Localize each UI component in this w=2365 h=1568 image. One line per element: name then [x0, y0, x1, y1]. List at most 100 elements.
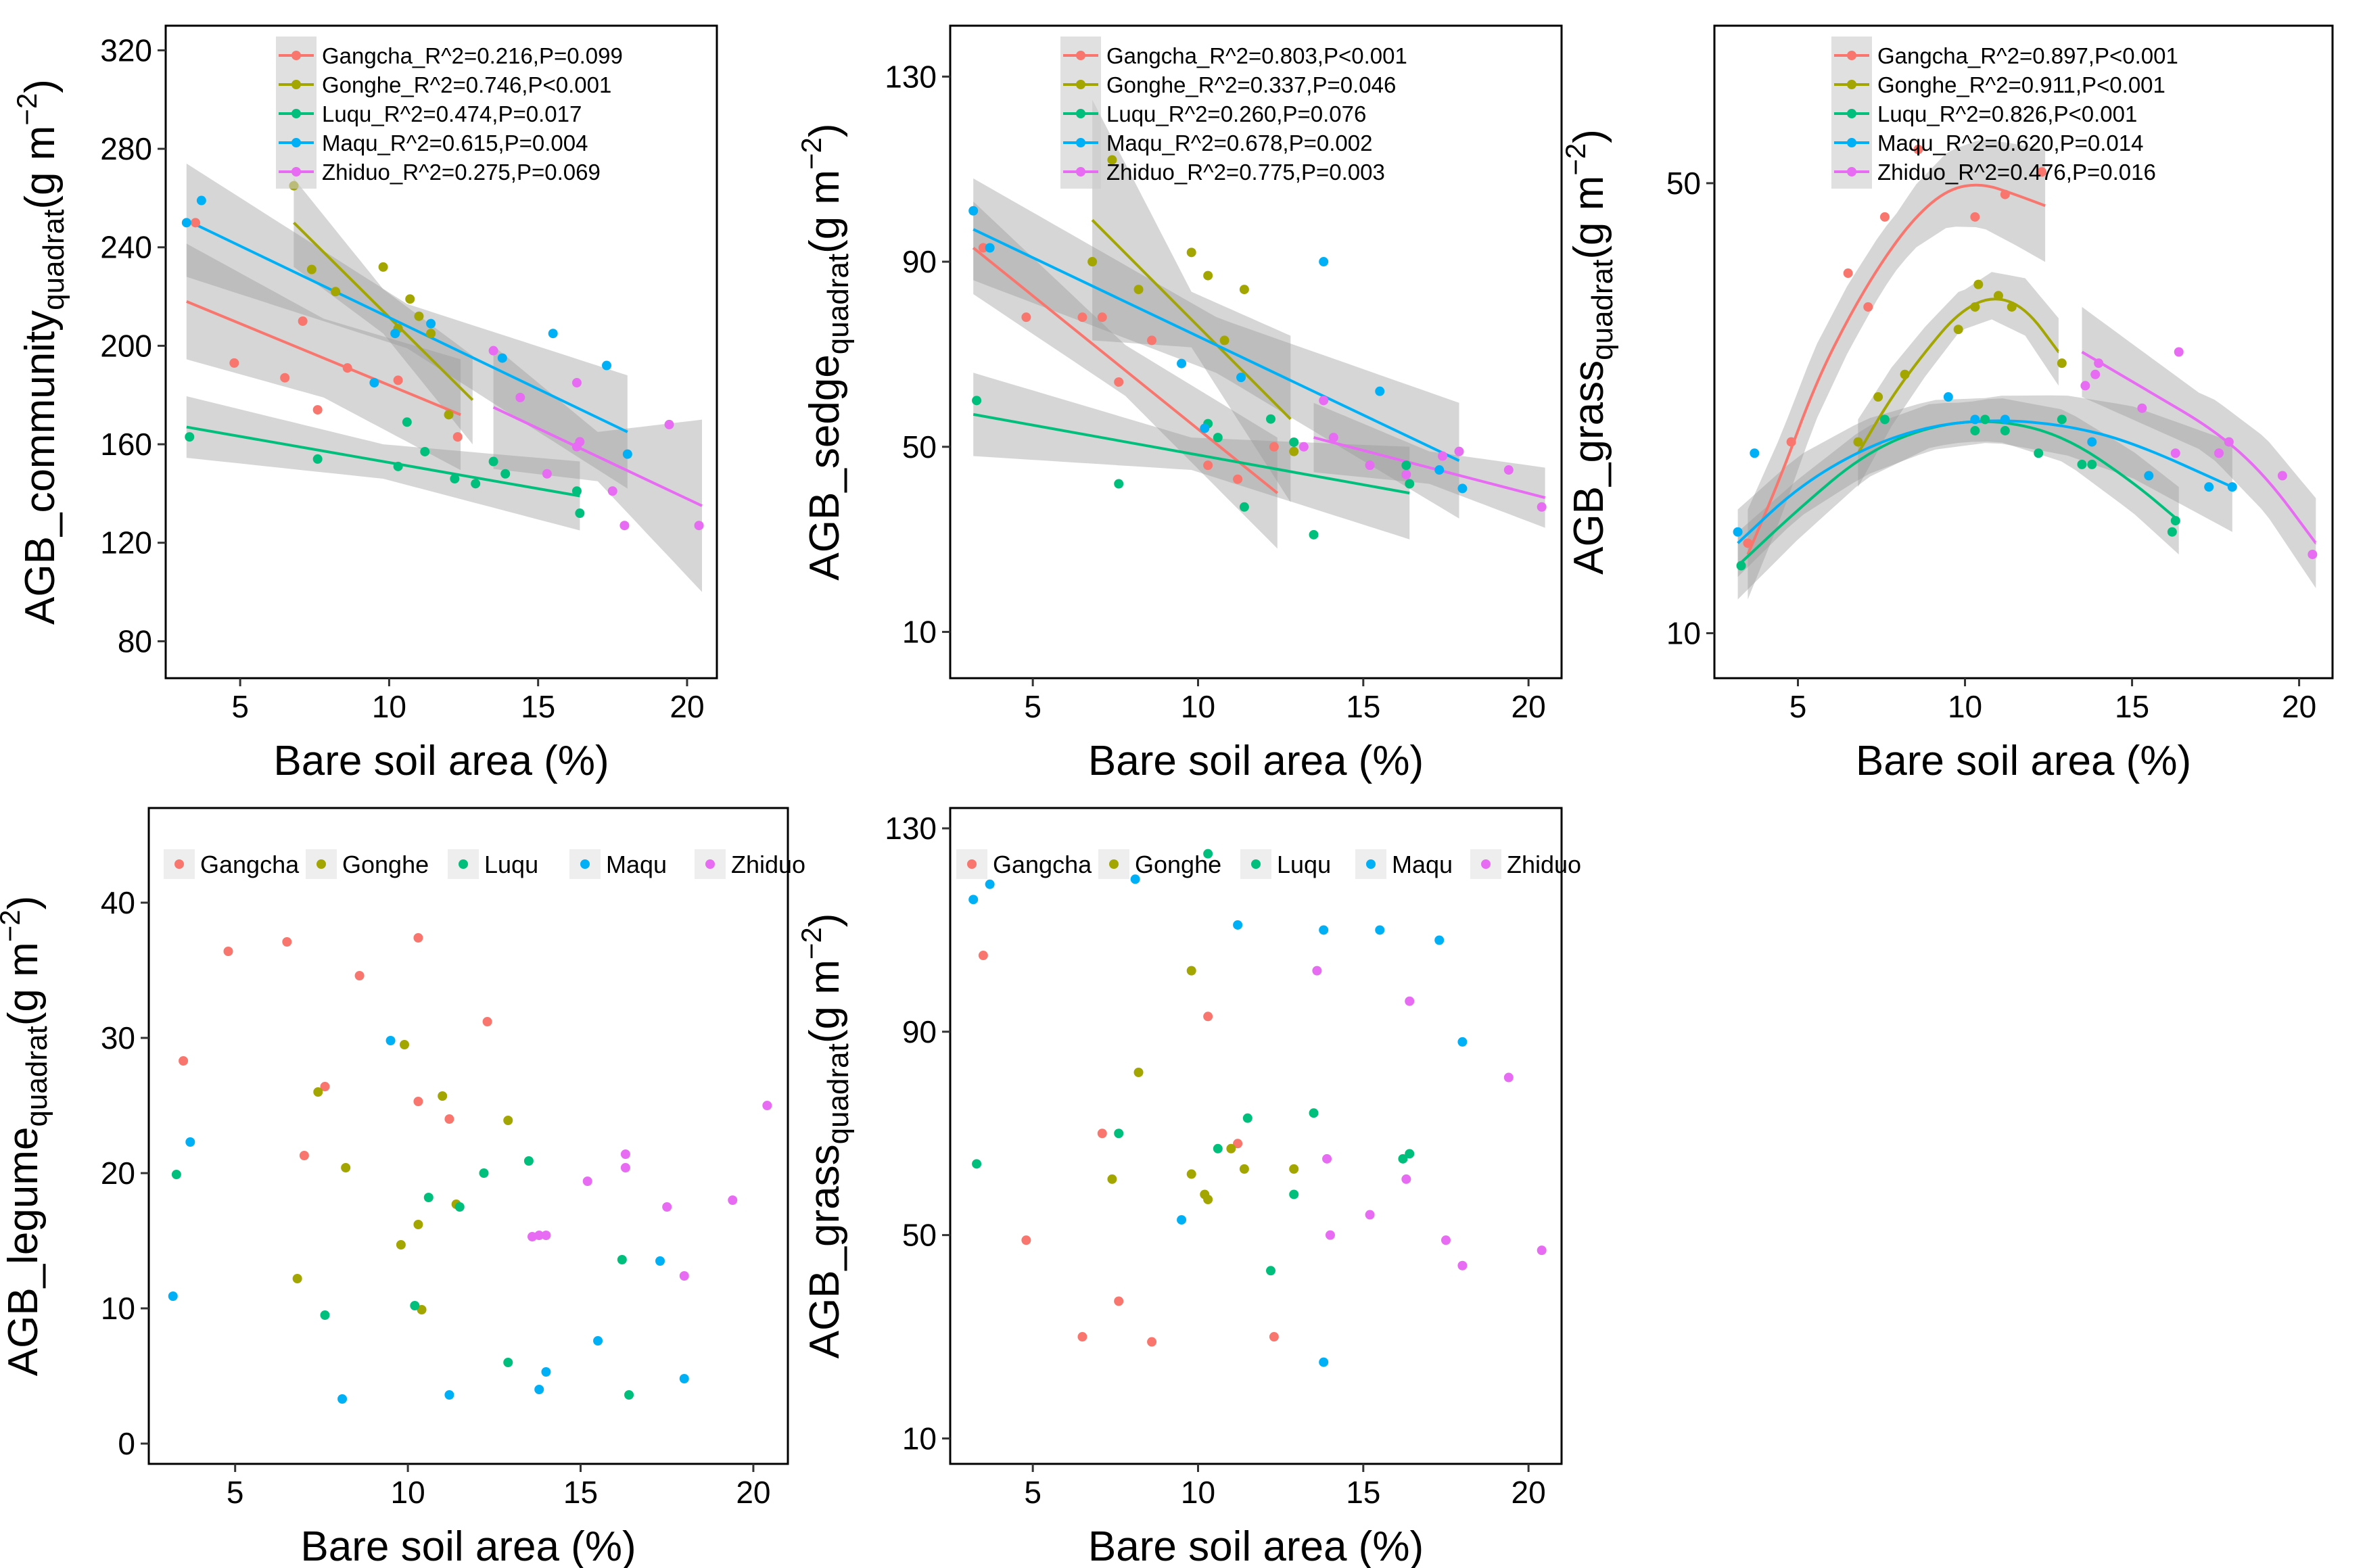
point-gonghe — [426, 329, 436, 339]
point-gangcha — [1269, 1332, 1279, 1342]
legend-label-maqu: Maqu — [606, 851, 667, 878]
y-tick-label: 40 — [101, 885, 135, 920]
y-tick-label: 240 — [100, 230, 152, 265]
point-maqu — [968, 206, 979, 216]
point-gangcha — [1863, 302, 1873, 312]
point-maqu — [1236, 373, 1246, 383]
point-gonghe — [413, 1220, 423, 1229]
point-gonghe — [1239, 285, 1249, 295]
point-luqu — [488, 456, 498, 467]
point-luqu — [312, 454, 323, 464]
legend-key-point — [1847, 138, 1856, 147]
legend-key-point — [459, 859, 468, 869]
point-gangcha — [1077, 312, 1087, 323]
point-gangcha — [1269, 442, 1279, 452]
point-gangcha — [223, 947, 233, 956]
point-gangcha — [1147, 335, 1157, 346]
y-tick-label: 20 — [101, 1156, 135, 1191]
point-gonghe — [1853, 437, 1863, 447]
point-luqu — [1265, 1266, 1275, 1276]
x-tick-label: 15 — [521, 689, 555, 724]
point-gonghe — [1133, 1068, 1144, 1078]
point-luqu — [471, 479, 481, 489]
x-tick-label: 10 — [372, 689, 406, 724]
y-label-unit: (g m — [801, 170, 848, 254]
point-zhiduo — [1365, 1210, 1375, 1220]
confidence-band-gangcha — [973, 201, 1278, 549]
point-maqu — [1375, 925, 1385, 935]
fit-line-luqu — [973, 412, 1410, 495]
point-zhiduo — [728, 1195, 738, 1205]
x-tick-label: 5 — [1024, 689, 1041, 724]
point-gangcha — [2000, 189, 2010, 199]
legend-label-maqu: Maqu_R^2=0.620,P=0.014 — [1877, 130, 2143, 156]
point-luqu — [1239, 502, 1249, 512]
point-gonghe — [438, 1091, 448, 1101]
point-gonghe — [313, 1087, 323, 1097]
point-gangcha — [1203, 460, 1213, 471]
legend-key-point — [1076, 80, 1085, 89]
point-luqu — [479, 1168, 489, 1178]
point-zhiduo — [620, 1149, 630, 1159]
legend-key-point — [317, 859, 326, 869]
point-maqu — [655, 1256, 665, 1266]
y-label-close: ) — [1566, 129, 1612, 143]
point-gonghe — [1203, 1194, 1213, 1204]
y-tick-label: 280 — [100, 131, 152, 166]
point-zhiduo — [542, 469, 552, 479]
y-tick-label: 30 — [101, 1020, 135, 1055]
point-zhiduo — [1319, 396, 1329, 406]
x-axis-label: Bare soil area (%) — [300, 1523, 636, 1568]
point-gangcha — [1021, 1235, 1031, 1245]
point-gonghe — [2057, 358, 2067, 369]
y-axis-label: AGB_legumequadrat(g m−2) — [0, 896, 53, 1377]
panel-p4: 5 10 15 20 0 10 20 30 40 Bare soil area (%) AGB_le… — [0, 807, 805, 1568]
point-gangcha — [320, 1082, 330, 1091]
point-gonghe — [1203, 270, 1213, 281]
point-zhiduo — [571, 378, 582, 388]
point-maqu — [444, 1390, 454, 1400]
point-maqu — [1319, 1357, 1329, 1367]
legend-key-point — [291, 80, 301, 89]
point-zhiduo — [1401, 469, 1411, 479]
point-gangcha — [1743, 538, 1753, 548]
legend-label-gangcha: Gangcha_R^2=0.216,P=0.099 — [322, 43, 623, 68]
legend-key-point — [580, 859, 590, 869]
y-label-close: ) — [801, 913, 848, 928]
point-luqu — [1970, 425, 1980, 435]
legend-label-maqu: Maqu — [1392, 851, 1453, 878]
point-maqu — [185, 1137, 195, 1147]
legend-label-gonghe: Gonghe — [1135, 851, 1221, 878]
y-label-main: AGB_grass — [1566, 360, 1612, 575]
legend-label-luqu: Luqu_R^2=0.260,P=0.076 — [1106, 101, 1366, 126]
x-tick-label: 10 — [1181, 689, 1215, 724]
legend-label-zhiduo: Zhiduo_R^2=0.476,P=0.016 — [1877, 160, 2156, 185]
y-axis-label: AGB_grassquadrat(g m−2) — [1560, 129, 1619, 575]
point-gangcha — [1203, 1012, 1213, 1022]
point-zhiduo — [534, 1231, 544, 1240]
point-maqu — [1177, 1215, 1187, 1225]
point-maqu — [985, 243, 995, 253]
point-luqu — [1203, 849, 1213, 859]
point-maqu — [1750, 448, 1760, 458]
legend-label-luqu: Luqu — [484, 851, 538, 878]
point-gonghe — [1226, 1143, 1236, 1154]
point-zhiduo — [619, 521, 630, 531]
point-maqu — [985, 879, 995, 889]
x-tick-label: 20 — [670, 689, 704, 724]
y-label-sup: −2 — [0, 909, 26, 942]
plot-frame — [147, 807, 789, 1465]
point-zhiduo — [2170, 448, 2180, 458]
legend-key-point — [1366, 859, 1376, 869]
y-axis-label: AGB_sedgequadrat(g m−2) — [795, 123, 855, 580]
plot-frame — [164, 24, 718, 680]
point-maqu — [2204, 482, 2214, 492]
point-zhiduo — [679, 1271, 689, 1281]
y-tick-label: 90 — [902, 244, 937, 279]
point-gangcha — [393, 375, 403, 385]
point-gangcha — [312, 405, 323, 415]
point-gonghe — [396, 1240, 406, 1250]
point-maqu — [390, 329, 400, 339]
fit-line-maqu — [1737, 419, 2233, 544]
x-tick-label: 5 — [1789, 689, 1807, 724]
